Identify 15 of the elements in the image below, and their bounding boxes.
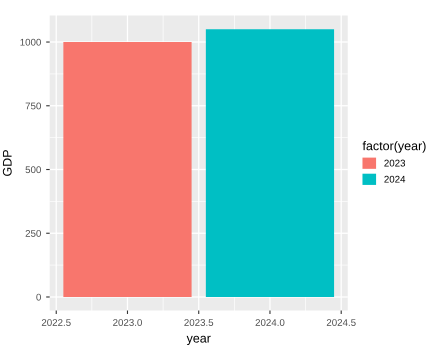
x-tick-label: 2024.5 <box>326 319 356 326</box>
legend-label: 2023 <box>384 160 406 167</box>
legend-title: factor(year) <box>362 141 426 153</box>
x-tick-label: 2023.0 <box>113 319 142 326</box>
y-tick-label: 1000 <box>20 38 41 46</box>
y-tick-label: 0 <box>36 294 41 301</box>
y-axis-title: GDP <box>2 150 12 176</box>
x-axis-title: year <box>186 336 211 345</box>
x-tick-label: 2022.5 <box>42 319 71 326</box>
x-tick-label: 2024.0 <box>256 319 284 326</box>
x-tick-label: 2023.5 <box>184 319 214 326</box>
y-tick-label: 750 <box>26 102 41 110</box>
y-tick-label: 250 <box>26 230 41 237</box>
y-tick-label: 500 <box>26 166 41 174</box>
legend-label: 2024 <box>384 176 406 183</box>
